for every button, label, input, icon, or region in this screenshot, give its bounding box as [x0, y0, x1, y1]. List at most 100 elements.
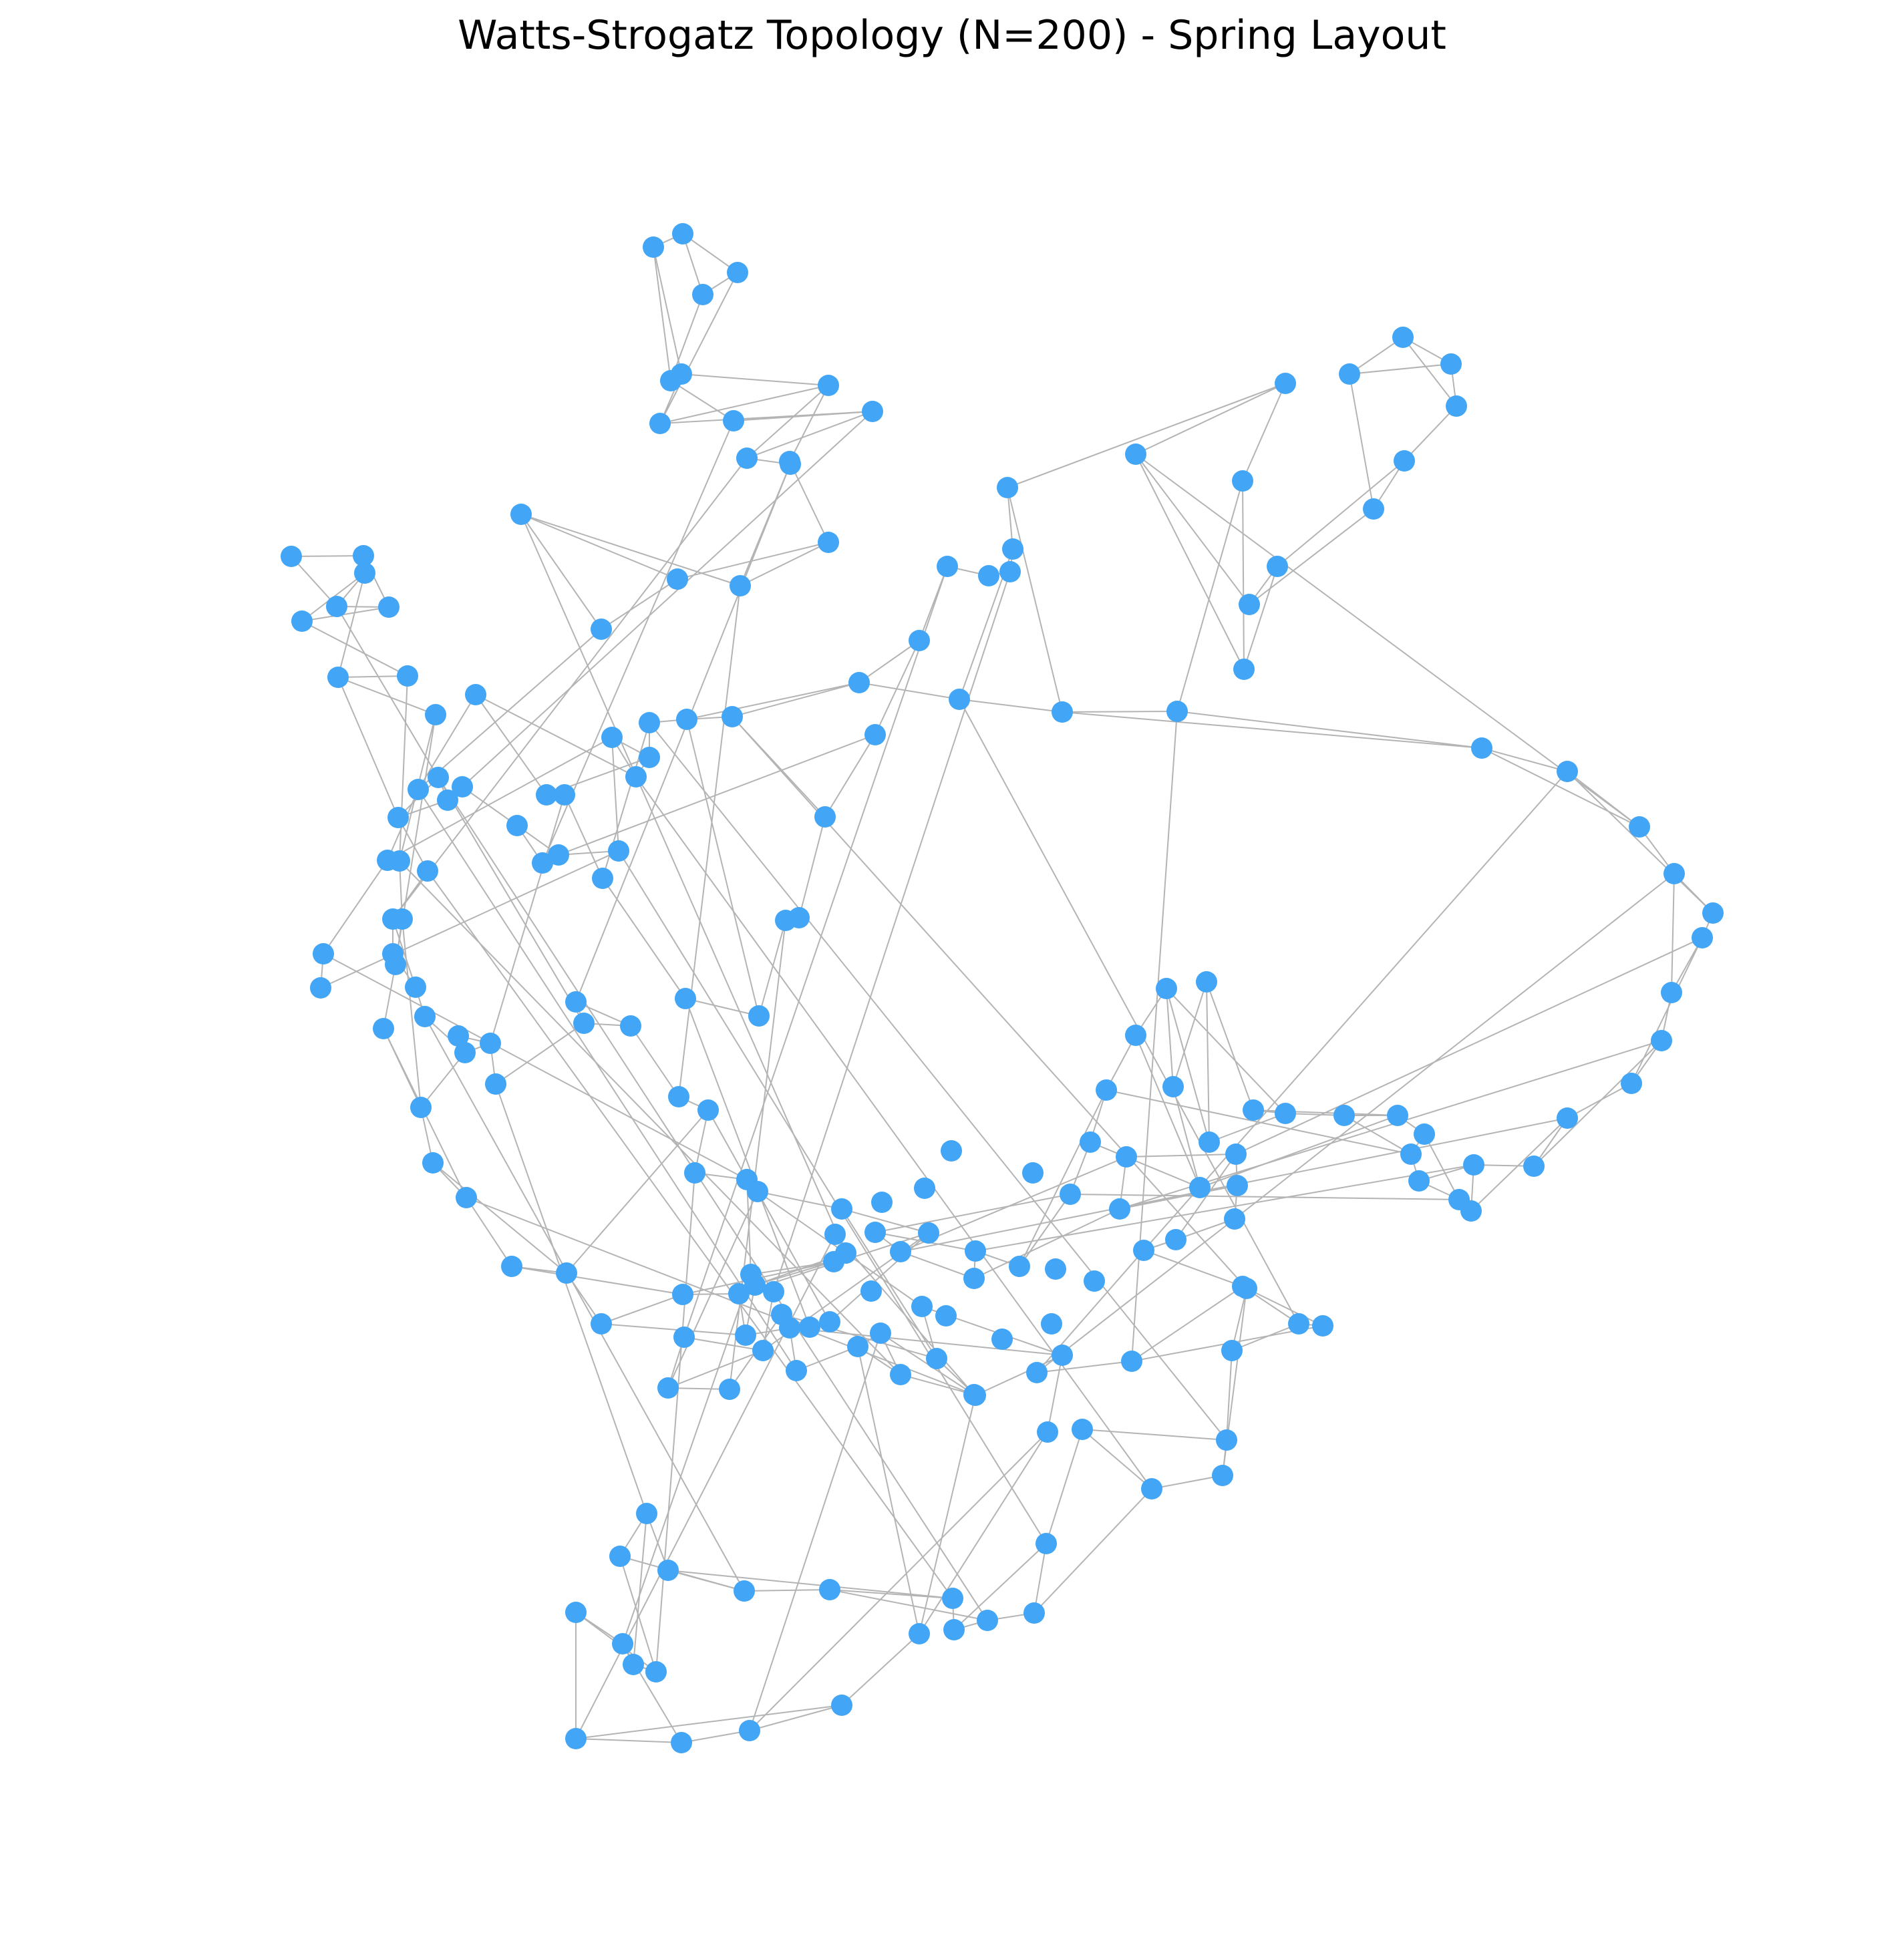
graph-node: [548, 844, 569, 866]
graph-node: [1692, 927, 1713, 948]
graph-edge: [1135, 454, 1245, 670]
graph-edge: [685, 998, 810, 1328]
graph-edge: [323, 860, 388, 954]
graph-node: [819, 1311, 840, 1333]
graph-node: [1212, 1465, 1233, 1486]
graph-edge: [466, 1197, 975, 1395]
graph-edge: [511, 1266, 683, 1295]
graph-edge: [418, 789, 797, 1371]
graph-node: [657, 1560, 679, 1581]
graph-node: [408, 779, 429, 800]
graph-node: [779, 1317, 800, 1339]
graph-edge: [1206, 981, 1210, 1143]
graph-edge: [1166, 988, 1210, 1143]
graph-node: [667, 568, 688, 590]
graph-edge: [653, 246, 682, 375]
graph-node: [978, 565, 999, 586]
graph-edge: [1126, 1154, 1237, 1158]
graph-node: [417, 860, 438, 882]
graph-edge: [520, 514, 741, 586]
graph-edge: [746, 385, 829, 459]
graph-edge: [427, 870, 953, 1599]
graph-node: [1009, 1256, 1030, 1277]
graph-edge: [959, 699, 1063, 713]
graph-edge: [694, 1109, 709, 1174]
graph-edge: [418, 629, 602, 790]
graph-node: [1239, 594, 1260, 615]
graph-edge: [575, 1234, 836, 1739]
graph-node: [1084, 1270, 1105, 1292]
graph-node: [326, 596, 347, 617]
graph-node: [1121, 1351, 1142, 1372]
graph-edge: [337, 677, 436, 715]
graph-edge: [392, 918, 416, 988]
graph-node: [999, 561, 1021, 582]
graph-node: [373, 1018, 394, 1039]
graph-edge: [1019, 1089, 1107, 1267]
graph-edge: [1226, 1350, 1233, 1441]
graph-node: [591, 619, 612, 640]
graph-edge: [1082, 1429, 1227, 1441]
graph-node: [1199, 1131, 1220, 1153]
graph-node: [818, 375, 839, 396]
graph-node: [997, 477, 1018, 498]
graph-edge: [841, 1208, 929, 1234]
graph-edge: [1424, 1133, 1460, 1200]
graph-edge: [757, 1191, 830, 1322]
graph-edge: [466, 1197, 512, 1267]
graph-edge: [520, 514, 678, 580]
graph-node: [353, 545, 374, 566]
graph-edge: [602, 878, 686, 999]
graph-node: [1232, 470, 1253, 492]
graph-edge: [667, 1350, 764, 1389]
graph-node: [1221, 1340, 1243, 1361]
graph-node: [387, 807, 409, 828]
graph-node: [1651, 1030, 1672, 1051]
graph-edge: [601, 1294, 683, 1324]
graph-node: [835, 1242, 856, 1264]
graph-edge: [575, 1738, 682, 1743]
graph-node: [1052, 1345, 1073, 1366]
graph-edge: [622, 1274, 752, 1644]
graph-node: [890, 1241, 911, 1262]
graph-edge: [975, 1164, 1474, 1252]
graph-node: [748, 1005, 770, 1027]
graph-node: [452, 776, 473, 798]
graph-edge: [707, 1109, 748, 1180]
graph-node: [625, 766, 647, 787]
graph-node: [1275, 1103, 1296, 1124]
graph-node: [1408, 1170, 1430, 1192]
graph-node: [1267, 556, 1288, 577]
graph-edge: [789, 385, 829, 462]
graph-edge: [677, 542, 829, 580]
graph-node: [1072, 1419, 1093, 1440]
graph-edge: [829, 1589, 988, 1621]
graph-edge: [1567, 1083, 1632, 1119]
graph-node: [1394, 450, 1415, 472]
graph-edge: [542, 420, 734, 864]
graph-node: [1166, 701, 1188, 722]
graph-edge: [1082, 1429, 1152, 1489]
graph-edge: [558, 734, 876, 856]
graph-node: [941, 1140, 962, 1162]
graph-edge: [399, 675, 408, 862]
graph-edge: [754, 1261, 834, 1286]
graph-edge: [1231, 1323, 1299, 1351]
graph-edge: [1242, 383, 1286, 482]
graph-edge: [1470, 1117, 1568, 1212]
graph-edge: [1243, 566, 1278, 670]
graph-node: [926, 1348, 947, 1369]
graph-edge: [301, 606, 389, 622]
graph-node: [1109, 1198, 1130, 1220]
graph-node: [1400, 1143, 1422, 1165]
graph-edge: [678, 585, 741, 1097]
graph-node: [291, 610, 313, 632]
graph-node: [456, 1187, 477, 1208]
graph-edge: [670, 380, 734, 421]
graph-node: [818, 532, 839, 553]
graph-node: [609, 1546, 631, 1567]
graph-edge: [683, 1337, 764, 1351]
graph-node: [425, 704, 446, 725]
graph-node: [1036, 1533, 1057, 1554]
